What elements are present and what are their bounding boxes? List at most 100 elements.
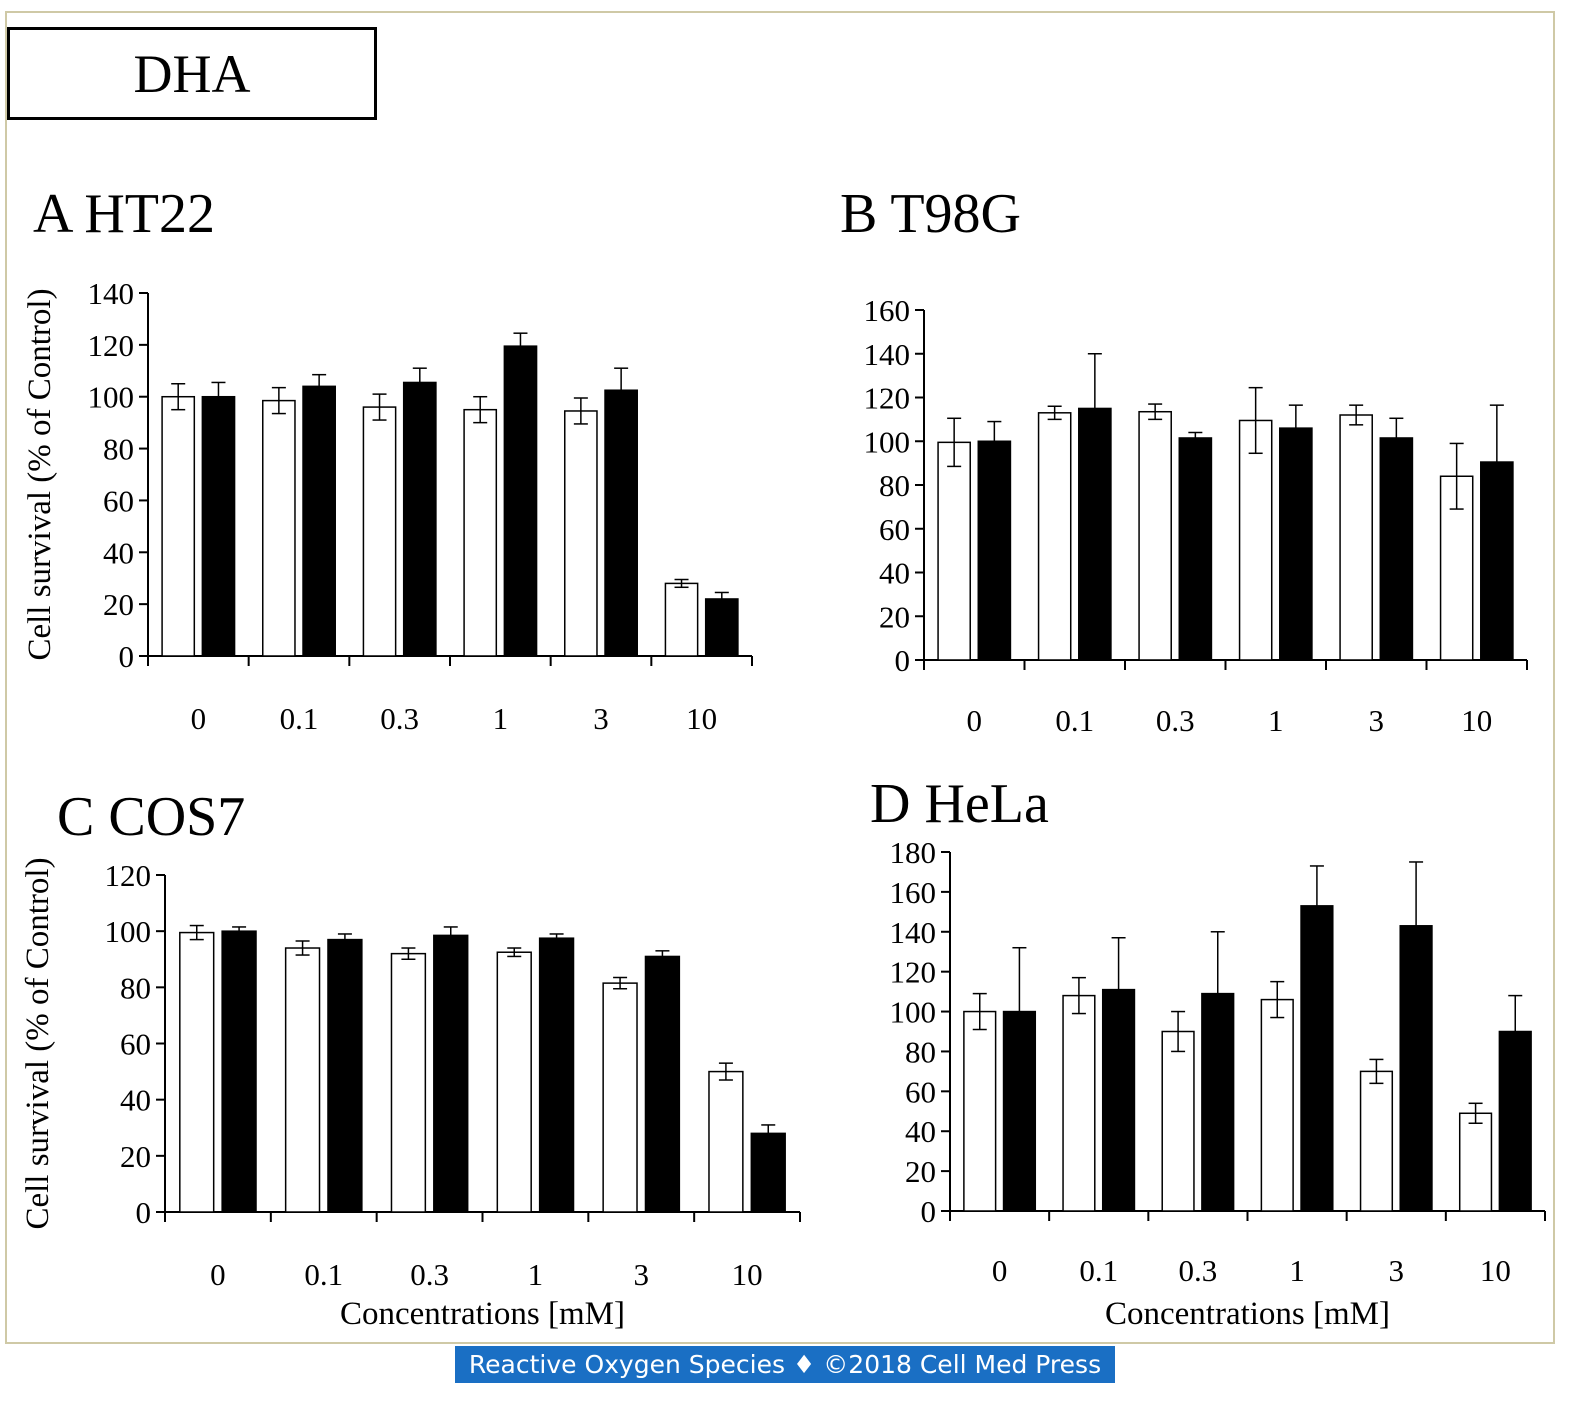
x-tick-label: 1 xyxy=(528,1257,544,1292)
open-bar xyxy=(564,410,598,657)
x-tick-label: 0.3 xyxy=(410,1257,449,1292)
filled-bar xyxy=(1178,437,1213,661)
filled-bar xyxy=(221,930,257,1213)
open-bar xyxy=(496,951,532,1213)
y-axis-title: Cell survival (% of Control) xyxy=(22,288,58,660)
open-bar xyxy=(362,406,397,657)
panel-title: B T98G xyxy=(840,183,1021,245)
x-tick-label: 1 xyxy=(1289,1253,1305,1288)
open-bar xyxy=(1458,1112,1493,1212)
open-bar xyxy=(602,982,638,1213)
chart-panel-2: B T98G 0 20 40 60 80 100 120 140 160 0 0.1 0.3 1 3 10 xyxy=(840,183,1528,738)
chart-panel-3: C COS7 0 20 40 60 80 100 120 0 0.1 0.3 1 3 10 Cell sur… xyxy=(20,786,801,1332)
x-tick-label: 0.1 xyxy=(1055,703,1094,738)
open-bar xyxy=(1062,994,1096,1212)
y-tick-label: 20 xyxy=(905,1154,936,1189)
x-tick-label: 0.1 xyxy=(280,701,319,736)
y-axis-title: Cell survival (% of Control) xyxy=(20,857,56,1229)
figure-frame xyxy=(5,11,1555,1344)
x-tick-label: 10 xyxy=(1461,703,1492,738)
filled-bar xyxy=(327,938,363,1213)
open-bar xyxy=(1161,1030,1195,1212)
panel-title: C COS7 xyxy=(57,786,245,848)
open-bar xyxy=(708,1070,744,1213)
x-tick-label: 0.1 xyxy=(1079,1253,1118,1288)
y-tick-label: 120 xyxy=(864,381,911,416)
y-tick-label: 40 xyxy=(120,1083,151,1118)
filled-bar xyxy=(201,395,236,657)
open-bar xyxy=(1359,1070,1394,1212)
x-tick-label: 0 xyxy=(191,701,207,736)
panel-title: A HT22 xyxy=(33,183,215,245)
chart-panel-1: A HT22 0 20 40 60 80 100 120 140 0 0.1 0.3 1 3 10 Cell … xyxy=(22,183,753,736)
x-tick-label: 0 xyxy=(210,1257,226,1292)
open-bar xyxy=(161,395,196,657)
y-tick-label: 120 xyxy=(88,328,135,363)
y-tick-label: 20 xyxy=(103,587,134,622)
y-tick-label: 60 xyxy=(120,1027,151,1062)
y-tick-label: 60 xyxy=(103,483,134,518)
chart-panel-4: D HeLa 0 20 40 60 80 100 120 140 160 180 0 0.1 0.3 1 3 1… xyxy=(870,773,1546,1332)
x-tick-label: 3 xyxy=(1369,703,1385,738)
x-tick-label: 1 xyxy=(1268,703,1284,738)
open-bar xyxy=(284,947,321,1213)
filled-bar xyxy=(1002,1010,1037,1212)
open-bar xyxy=(390,952,427,1213)
filled-bar xyxy=(1101,988,1136,1212)
y-tick-label: 0 xyxy=(119,639,135,674)
y-tick-label: 0 xyxy=(895,643,911,678)
y-tick-label: 140 xyxy=(890,915,937,950)
footer-banner: Reactive Oxygen Species ♦ ©2018 Cell Med… xyxy=(455,1346,1115,1383)
y-tick-label: 80 xyxy=(879,468,910,503)
y-tick-label: 40 xyxy=(905,1114,936,1149)
y-tick-label: 160 xyxy=(864,293,911,328)
y-tick-label: 80 xyxy=(120,970,151,1005)
y-tick-label: 80 xyxy=(905,1034,936,1069)
y-tick-label: 100 xyxy=(88,380,135,415)
filled-bar xyxy=(538,937,575,1213)
x-tick-label: 0 xyxy=(992,1253,1008,1288)
filled-bar xyxy=(402,381,437,657)
y-tick-label: 20 xyxy=(120,1139,151,1174)
x-tick-label: 10 xyxy=(732,1257,763,1292)
open-bar xyxy=(1339,414,1373,661)
filled-bar xyxy=(1279,427,1313,661)
y-tick-label: 140 xyxy=(864,337,911,372)
y-tick-label: 40 xyxy=(103,535,134,570)
compound-label: DHA xyxy=(133,43,251,104)
x-axis-title: Concentrations [mM] xyxy=(1105,1296,1390,1332)
y-tick-label: 40 xyxy=(879,556,910,591)
open-bar xyxy=(664,582,699,657)
filled-bar xyxy=(750,1132,786,1213)
x-axis-title: Concentrations [mM] xyxy=(340,1296,625,1332)
filled-bar xyxy=(1300,905,1334,1212)
x-tick-label: 3 xyxy=(634,1257,650,1292)
y-tick-label: 160 xyxy=(890,875,937,910)
y-tick-label: 100 xyxy=(105,914,152,949)
panel-title: D HeLa xyxy=(870,773,1049,835)
x-tick-label: 10 xyxy=(1480,1253,1511,1288)
y-tick-label: 0 xyxy=(921,1194,937,1229)
filled-bar xyxy=(1078,407,1112,661)
x-tick-label: 0.3 xyxy=(1179,1253,1218,1288)
y-tick-label: 120 xyxy=(890,955,937,990)
y-tick-label: 60 xyxy=(905,1074,936,1109)
filled-bar xyxy=(704,598,739,657)
y-tick-label: 20 xyxy=(879,599,910,634)
filled-bar xyxy=(433,934,469,1213)
open-bar xyxy=(463,408,498,657)
x-tick-label: 1 xyxy=(493,701,509,736)
open-bar xyxy=(937,441,971,661)
filled-bar xyxy=(1201,992,1235,1212)
y-tick-label: 60 xyxy=(879,512,910,547)
x-tick-label: 3 xyxy=(1389,1253,1405,1288)
y-tick-label: 100 xyxy=(890,995,937,1030)
open-bar xyxy=(963,1010,997,1212)
filled-bar xyxy=(503,345,538,657)
x-tick-label: 0.3 xyxy=(380,701,419,736)
x-tick-label: 3 xyxy=(593,701,609,736)
x-tick-label: 0 xyxy=(967,703,983,738)
filled-bar xyxy=(977,440,1012,661)
x-tick-label: 0.3 xyxy=(1156,703,1195,738)
